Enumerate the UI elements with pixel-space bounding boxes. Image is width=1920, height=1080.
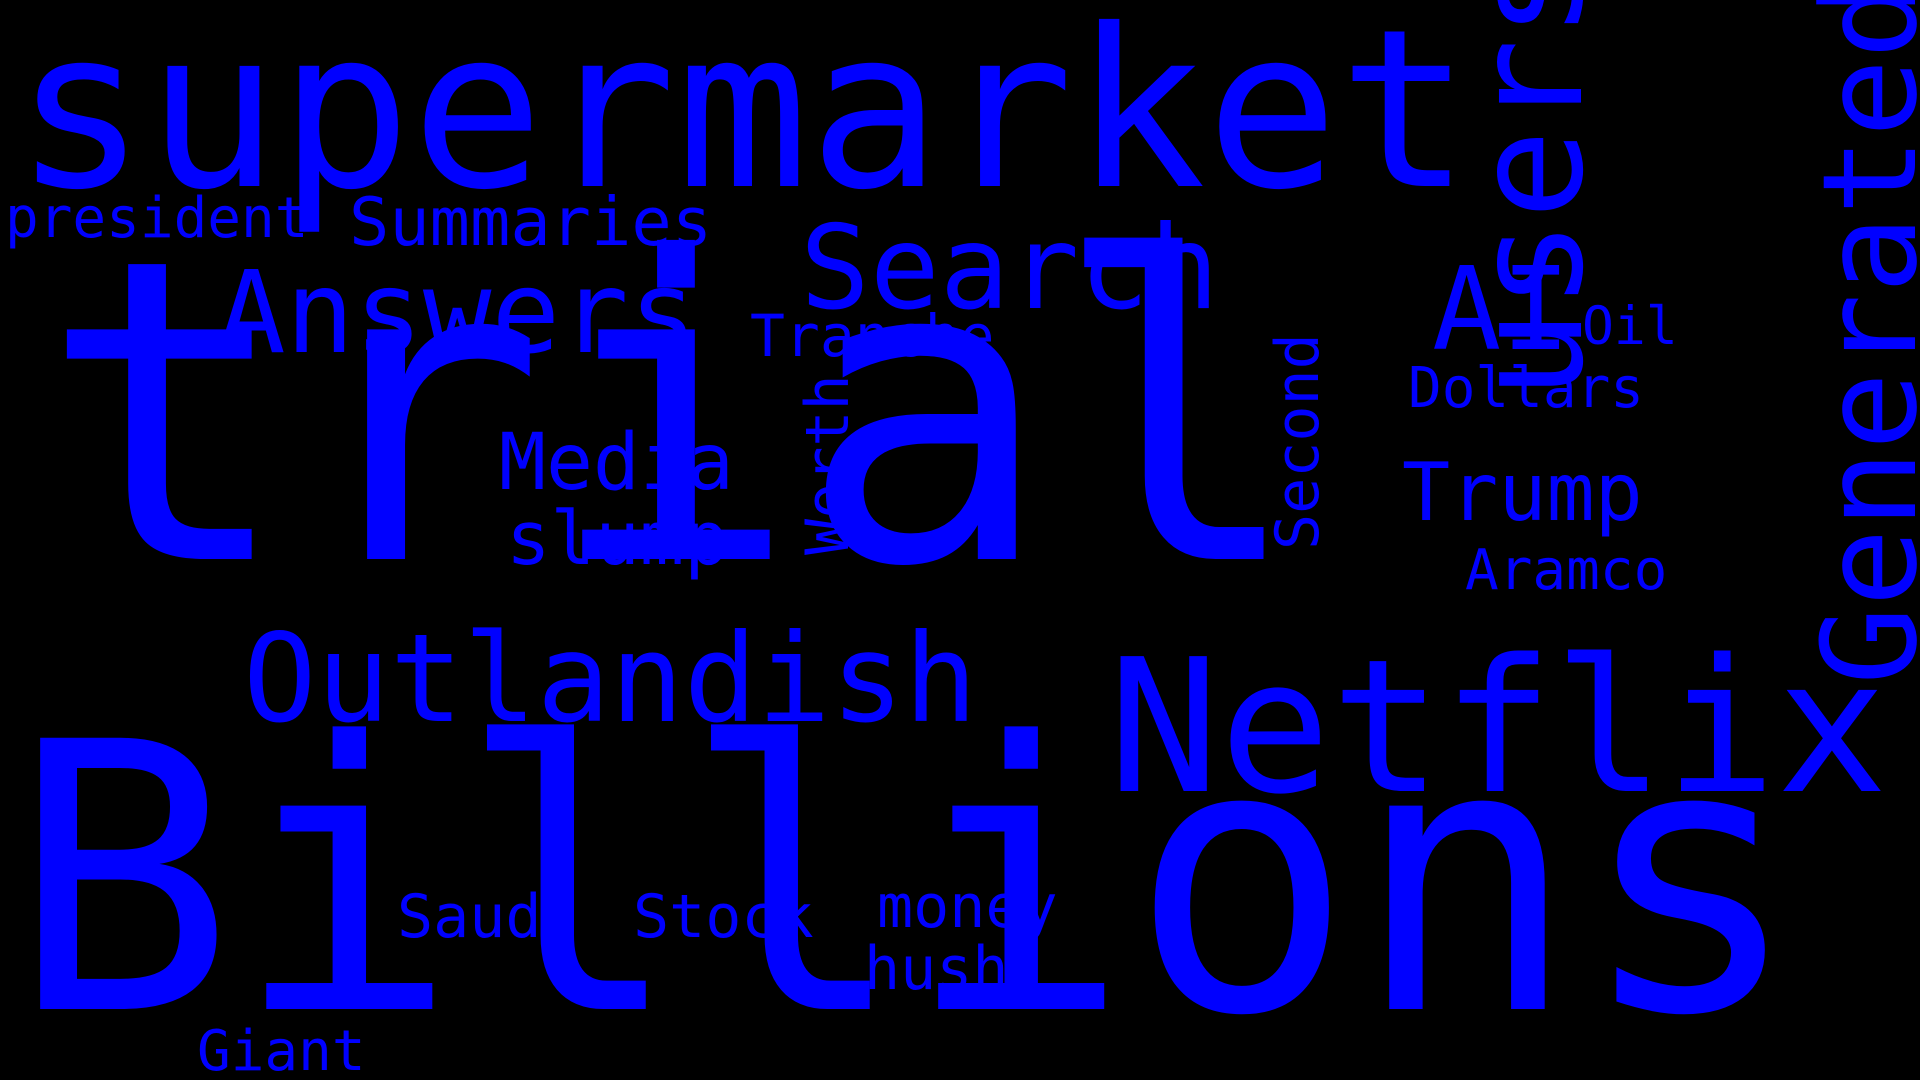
word-generated: Generated — [1794, 0, 1920, 685]
word-billions: Billions — [10, 664, 1802, 1080]
word-outlandish: Outlandish — [243, 608, 978, 750]
word-supermarket: supermarket — [14, 0, 1471, 238]
word-slump: slump — [506, 496, 729, 582]
word-trial: trial — [40, 170, 1305, 659]
word-oil: Oil — [1582, 296, 1678, 357]
word-summaries: Summaries — [349, 183, 713, 261]
word-worth: Worth — [793, 374, 863, 555]
word-stock: Stock — [633, 882, 814, 952]
word-saudi: Saudi — [397, 882, 578, 952]
word-ai: AI — [1432, 243, 1571, 377]
word-search: Search — [800, 201, 1220, 336]
word-money: money — [877, 872, 1058, 942]
word-giant: Giant — [197, 1019, 366, 1080]
word-aramco: Aramco — [1465, 538, 1668, 603]
word-netflix: Netflix — [1108, 619, 1888, 835]
word-tranche: Tranche — [750, 302, 995, 370]
word-hush: hush — [864, 934, 1009, 1004]
word-media: Media — [499, 418, 734, 508]
word-answers: Answers — [217, 246, 698, 379]
word-president: president — [5, 186, 309, 251]
word-dollars: Dollars — [1408, 356, 1645, 421]
word-second: Second — [1263, 333, 1333, 550]
word-trump: Trump — [1402, 446, 1643, 539]
